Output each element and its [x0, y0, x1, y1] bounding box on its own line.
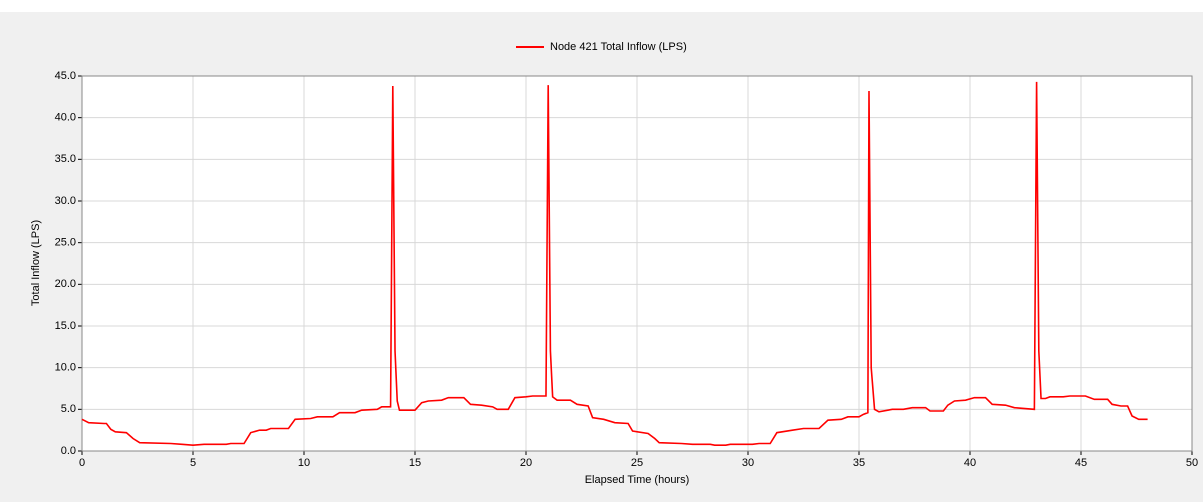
x-tick-label: 25: [631, 457, 643, 469]
x-tick-label: 50: [1186, 457, 1198, 469]
y-tick-label: 10.0: [55, 362, 76, 374]
y-tick-label: 35.0: [55, 153, 76, 165]
y-tick-label: 0.0: [61, 445, 76, 457]
x-tick-label: 40: [964, 457, 976, 469]
x-axis-label: Elapsed Time (hours): [585, 474, 690, 486]
legend-label: Node 421 Total Inflow (LPS): [550, 41, 687, 53]
y-tick-label: 15.0: [55, 320, 76, 332]
x-tick-label: 20: [520, 457, 532, 469]
y-tick-label: 5.0: [61, 403, 76, 415]
x-tick-label: 45: [1075, 457, 1087, 469]
y-tick-label: 45.0: [55, 70, 76, 82]
y-axis-label: Total Inflow (LPS): [30, 220, 42, 306]
x-tick-label: 10: [298, 457, 310, 469]
x-tick-label: 0: [79, 457, 85, 469]
y-tick-label: 30.0: [55, 195, 76, 207]
x-tick-label: 30: [742, 457, 754, 469]
plot-border: [81, 75, 1193, 452]
y-tick-label: 20.0: [55, 278, 76, 290]
line: [81, 81, 1148, 446]
y-tick-label: 25.0: [55, 237, 76, 249]
x-tick-label: 35: [853, 457, 865, 469]
x-tick-label: 5: [190, 457, 196, 469]
x-tick-label: 15: [409, 457, 421, 469]
y-tick-label: 40.0: [55, 112, 76, 124]
